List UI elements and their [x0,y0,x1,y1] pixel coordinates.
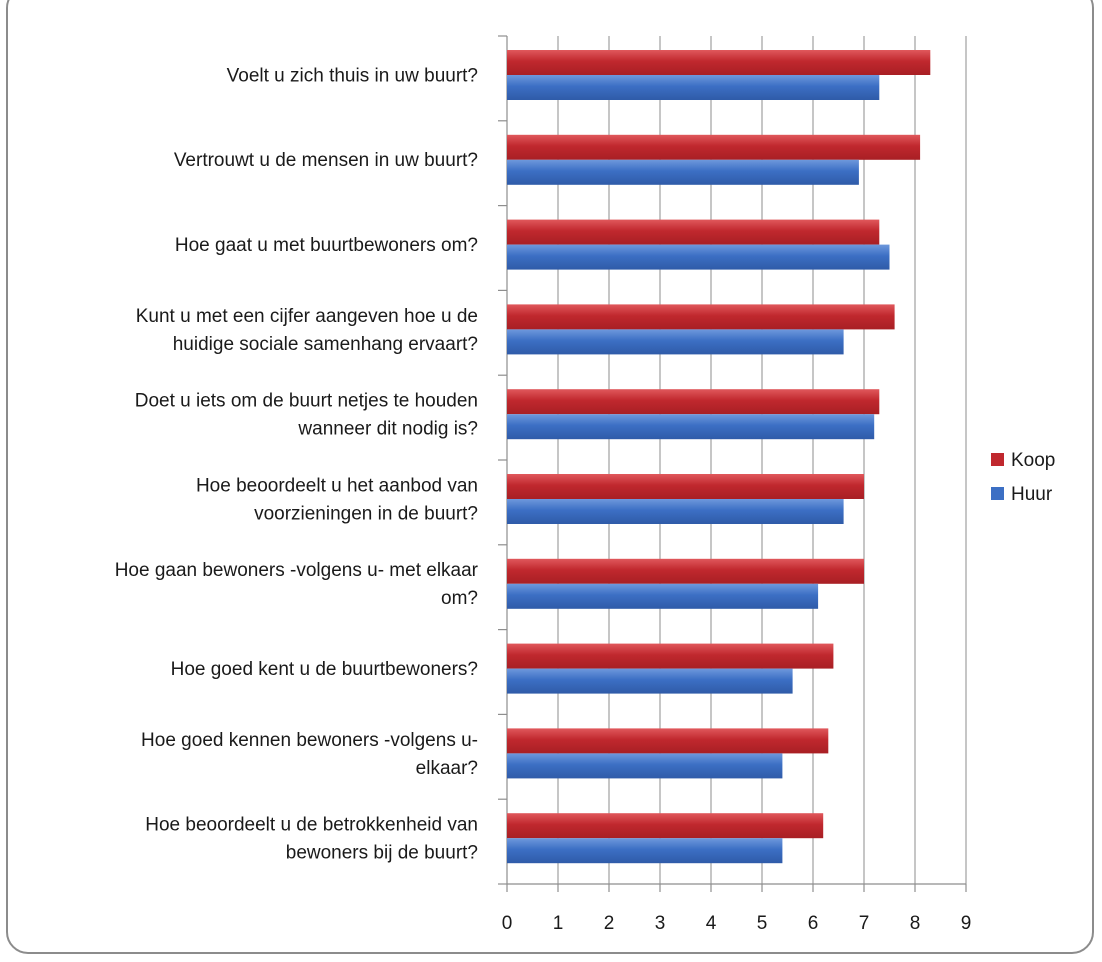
category-label: elkaar? [416,758,478,779]
bar-koop [507,728,829,754]
category-label: om? [441,588,478,609]
x-tick-label: 9 [961,913,972,934]
category-label: Hoe beoordeelt u het aanbod van [196,475,478,496]
legend-swatch-huur [991,487,1004,500]
bar-koop [507,643,834,669]
category-label: wanneer dit nodig is? [297,419,478,440]
bar-huur [507,75,880,100]
bar-huur [507,329,844,355]
bar-huur [507,753,783,779]
category-label: Hoe beoordeelt u de betrokkenheid van [145,815,478,836]
category-label: Hoe gaat u met buurtbewoners om? [175,235,478,256]
bar-koop [507,558,864,584]
bar-koop [507,219,880,245]
category-label: Hoe gaan bewoners -volgens u- met elkaar [115,560,479,581]
bar-koop [507,474,864,499]
category-label: Hoe goed kennen bewoners -volgens u- [141,730,478,751]
x-tick-label: 4 [706,913,717,934]
bar-koop [507,134,921,160]
x-tick-label: 0 [502,913,513,934]
x-tick-label: 6 [808,913,819,934]
bar-huur [507,499,844,524]
category-label: Vertrouwt u de mensen in uw buurt? [174,150,478,171]
x-tick-label: 1 [553,913,564,934]
bar-koop [507,813,824,839]
bar-huur [507,244,890,270]
category-label: Hoe goed kent u de buurtbewoners? [171,659,478,680]
legend-label-huur: Huur [1011,484,1053,505]
x-tick-label: 2 [604,913,615,934]
bar-huur [507,583,819,609]
bar-huur [507,159,859,185]
category-label: Voelt u zich thuis in uw buurt? [227,65,478,86]
category-label: Doet u iets om de buurt netjes te houden [135,391,478,412]
x-tick-label: 5 [757,913,768,934]
legend-swatch-koop [991,453,1004,466]
x-tick-label: 3 [655,913,666,934]
legend-label-koop: Koop [1011,450,1055,471]
bar-koop [507,389,880,415]
category-label: voorzieningen in de buurt? [254,503,478,524]
bar-huur [507,414,875,440]
x-tick-label: 7 [859,913,870,934]
category-label: Kunt u met een cijfer aangeven hoe u de [136,306,478,327]
bar-koop [507,304,895,330]
x-tick-label: 8 [910,913,921,934]
bar-huur [507,668,793,694]
category-label: bewoners bij de buurt? [286,843,478,864]
bar-huur [507,838,783,864]
category-label: huidige sociale samenhang ervaart? [173,334,478,355]
bar-koop [507,50,931,75]
